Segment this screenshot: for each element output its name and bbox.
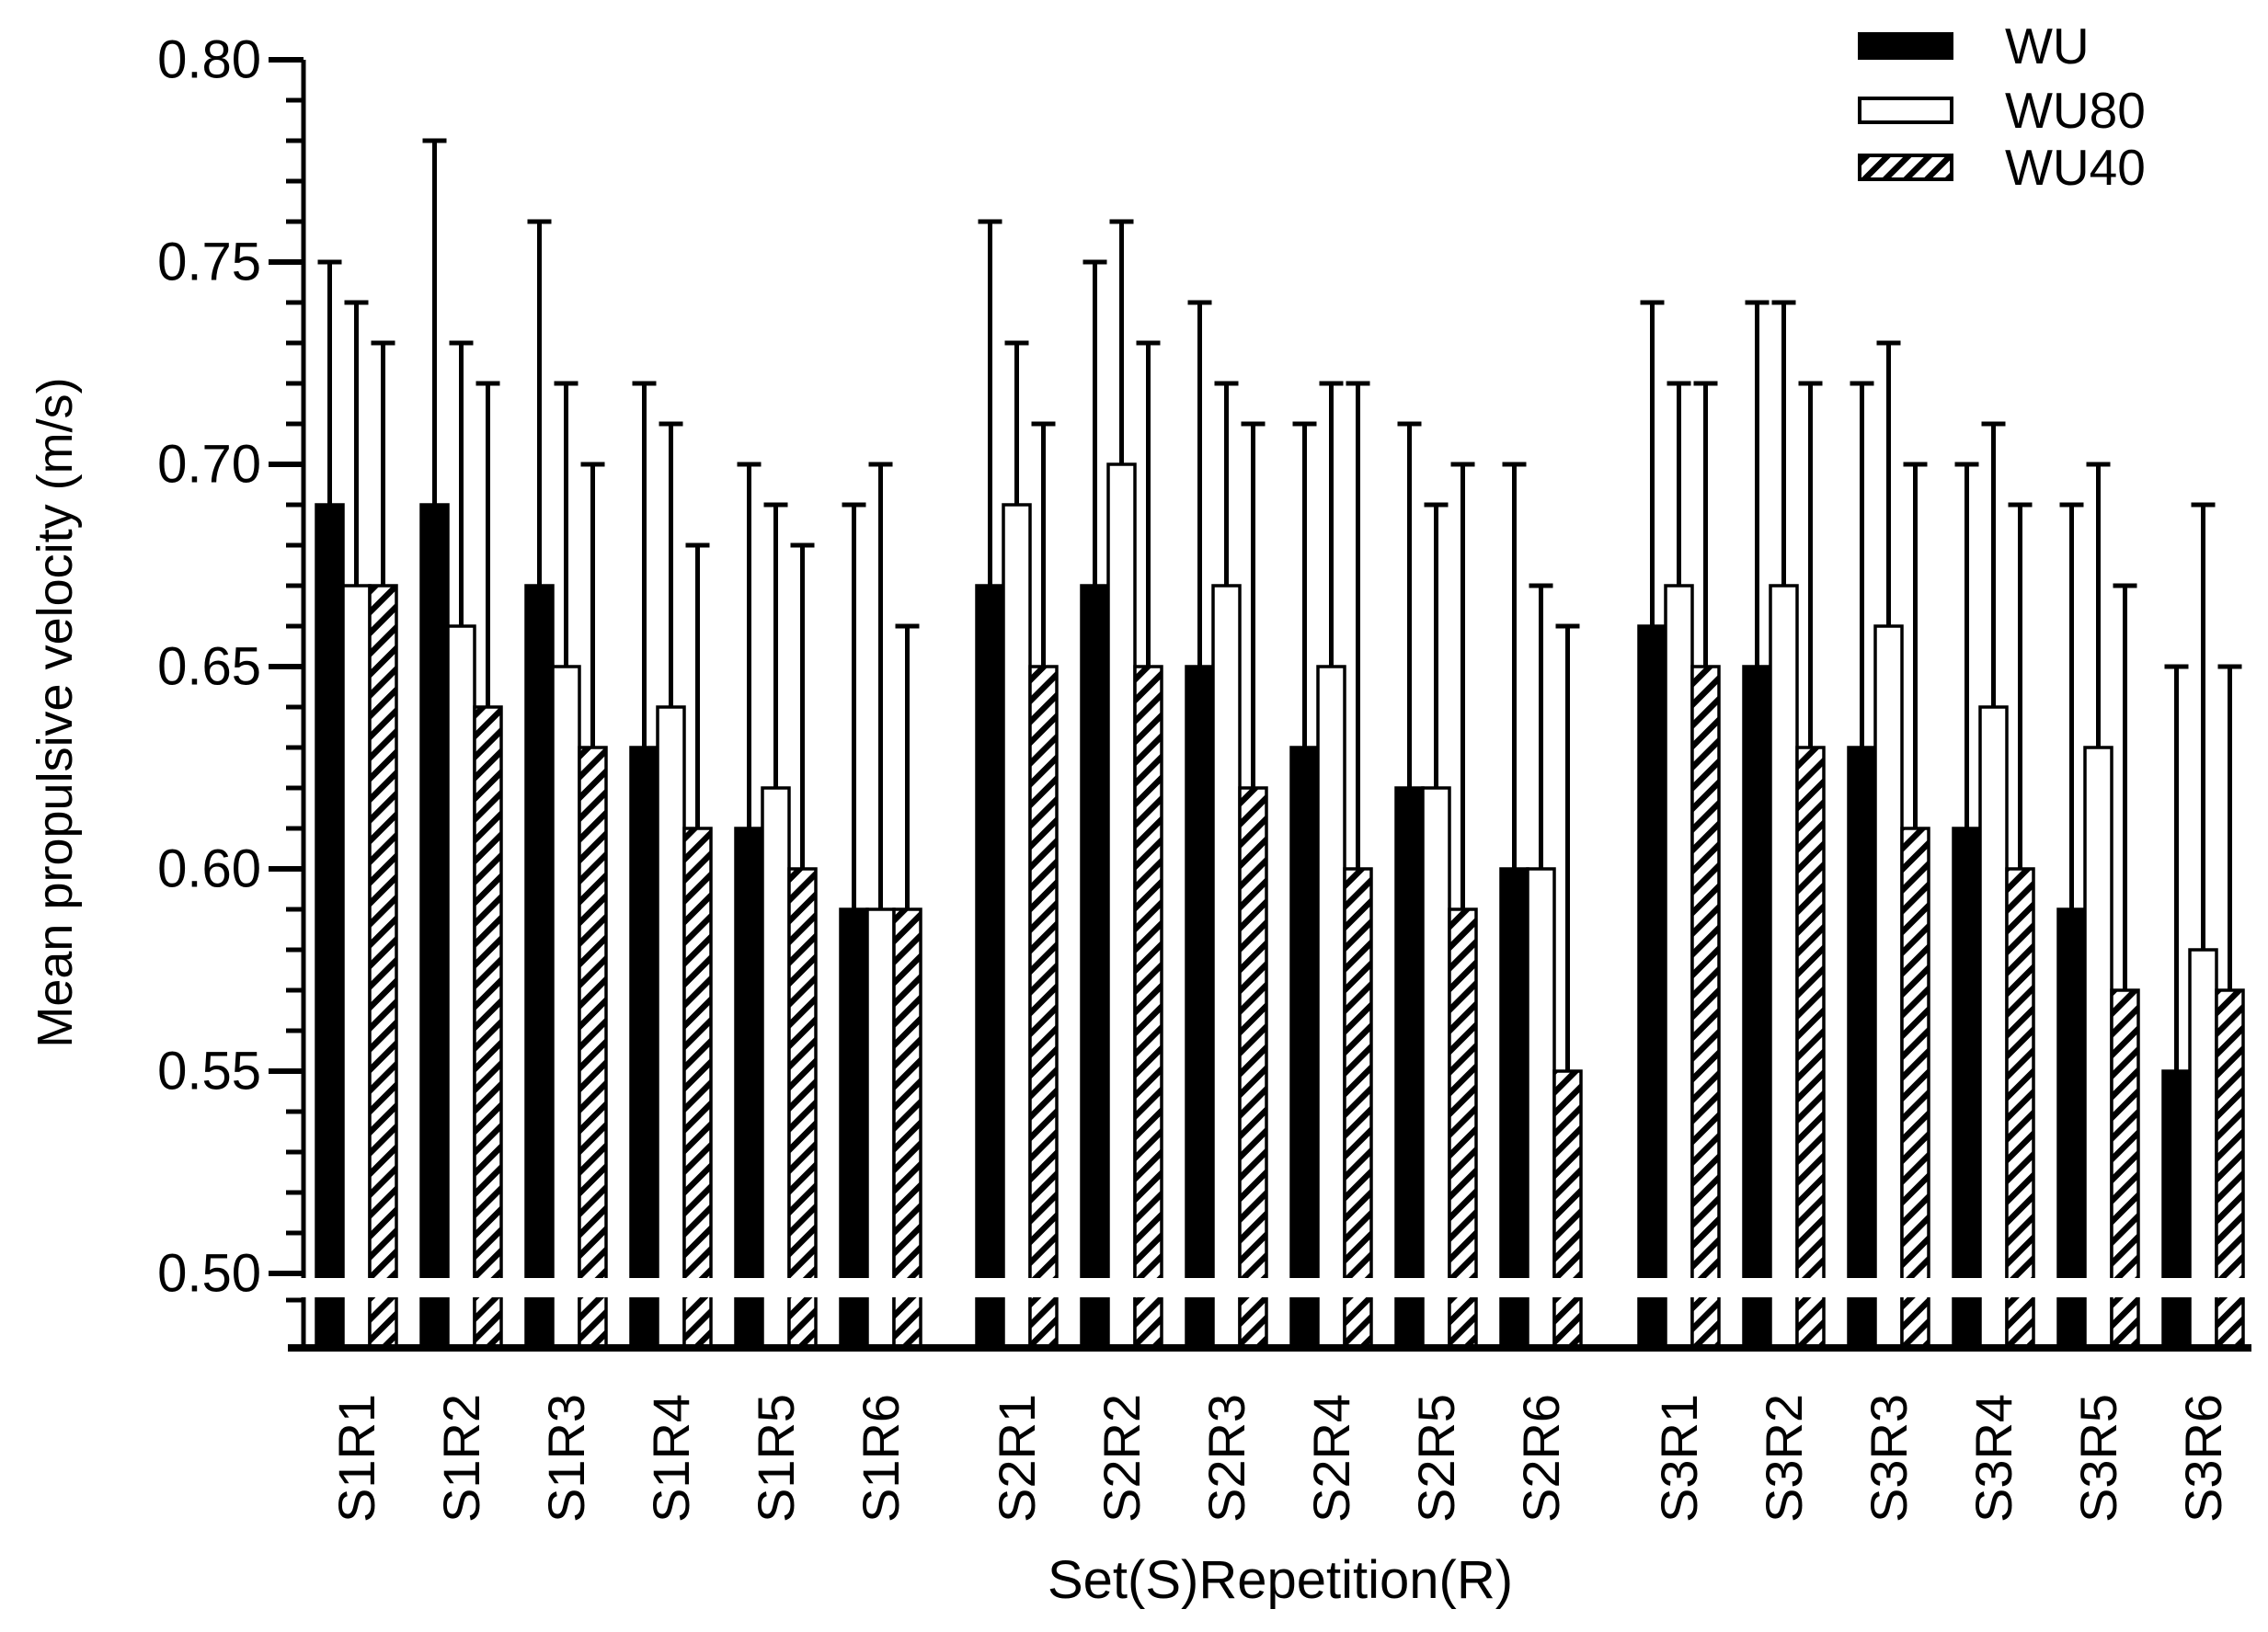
- legend-swatch-wu80: [1858, 97, 1953, 124]
- x-tick-label-s2r2: S2R2: [1093, 1394, 1151, 1523]
- y-tick-label: 0.75: [157, 233, 261, 292]
- bar-wu-s2r3: [1185, 665, 1215, 1350]
- x-tick-label-s2r1: S2R1: [988, 1394, 1046, 1523]
- bar-wu80-s1r4: [656, 705, 686, 1350]
- bar-wu40-s2r6: [1552, 1069, 1583, 1350]
- legend-swatch-wu40: [1858, 154, 1953, 181]
- x-tick-label-s2r3: S2R3: [1197, 1394, 1255, 1523]
- x-tick-label-s3r1: S3R1: [1650, 1394, 1708, 1523]
- x-tick-label-s3r4: S3R4: [1964, 1394, 2022, 1523]
- bar-wu80-s2r1: [1002, 503, 1032, 1350]
- y-tick-label: 0.70: [157, 435, 261, 495]
- legend-label-wu80: WU80: [2005, 82, 2146, 139]
- bar-wu-s1r4: [629, 746, 659, 1350]
- x-tick-label-s3r6: S3R6: [2174, 1394, 2232, 1523]
- bar-wu40-s1r5: [787, 867, 818, 1350]
- bar-wu80-s3r4: [1978, 705, 2009, 1350]
- x-tick-label-s2r6: S2R6: [1512, 1394, 1570, 1523]
- y-axis-title: Mean propulsive velocity (m/s): [28, 377, 83, 1047]
- bar-wu80-s2r2: [1106, 462, 1137, 1350]
- bar-wu-s1r5: [734, 827, 764, 1350]
- bar-wu-s3r3: [1847, 746, 1877, 1350]
- bar-wu40-s2r3: [1238, 786, 1268, 1350]
- bars-layer: [315, 138, 2245, 1350]
- bar-wu-s2r4: [1289, 746, 1320, 1350]
- x-tick-label-s1r3: S1R3: [537, 1394, 595, 1523]
- bar-wu-s3r6: [2161, 1069, 2192, 1350]
- y-tick-label: 0.50: [157, 1244, 261, 1304]
- bar-wu40-s1r4: [682, 827, 713, 1350]
- bar-wu40-s2r4: [1343, 867, 1373, 1350]
- bar-wu40-s3r2: [1795, 746, 1826, 1350]
- bar-wu80-s2r3: [1211, 584, 1242, 1350]
- bar-wu80-s3r1: [1664, 584, 1694, 1350]
- bar-wu80-s2r4: [1316, 665, 1346, 1350]
- x-tick-label-s1r6: S1R6: [852, 1394, 910, 1523]
- y-tick-label: 0.55: [157, 1042, 261, 1101]
- bar-wu40-s2r2: [1133, 665, 1163, 1350]
- legend-label-wu40: WU40: [2005, 139, 2146, 196]
- bar-wu80-s3r5: [2083, 746, 2113, 1350]
- bar-wu-s1r1: [315, 503, 345, 1350]
- x-tick-label-s2r5: S2R5: [1407, 1394, 1465, 1523]
- bar-wu-s3r4: [1952, 827, 1982, 1350]
- bar-wu80-s1r2: [446, 624, 476, 1350]
- y-tick-label: 0.80: [157, 30, 261, 90]
- legend-swatch-wu: [1858, 32, 1953, 60]
- x-tick-label-s1r4: S1R4: [642, 1394, 700, 1523]
- y-tick-label: 0.60: [157, 839, 261, 899]
- bar-wu40-s1r3: [578, 746, 608, 1350]
- bar-wu80-s1r5: [761, 786, 791, 1350]
- x-tick-label-s1r2: S1R2: [432, 1394, 490, 1523]
- bar-wu-s3r2: [1742, 665, 1772, 1350]
- bar-wu-s3r1: [1637, 624, 1667, 1350]
- x-labels-layer: S1R1 S1R2 S1R3 S1R4 S1R5 S1R6 S2R1 S2R2 S2R3 S2R4…: [327, 1394, 2232, 1523]
- bar-wu80-s1r6: [865, 907, 896, 1350]
- bar-wu40-s3r1: [1690, 665, 1721, 1350]
- legend-label-wu: WU: [2005, 17, 2090, 74]
- bar-wu40-s1r1: [368, 584, 398, 1350]
- x-tick-label-s3r5: S3R5: [2069, 1394, 2127, 1523]
- bar-wu40-s3r4: [2005, 867, 2035, 1350]
- bar-wu40-s2r1: [1028, 665, 1059, 1350]
- bar-wu40-s3r3: [1900, 827, 1930, 1350]
- bar-wu80-s2r5: [1421, 786, 1451, 1350]
- x-tick-label-s2r4: S2R4: [1302, 1394, 1360, 1523]
- bar-wu80-s1r1: [341, 584, 372, 1350]
- bar-wu80-s3r3: [1873, 624, 1904, 1350]
- bar-wu-s2r5: [1394, 786, 1425, 1350]
- bar-wu-s2r6: [1499, 867, 1529, 1350]
- bar-wu80-s2r6: [1526, 867, 1556, 1350]
- bar-wu-s2r1: [975, 584, 1005, 1350]
- bar-wu80-s3r2: [1769, 584, 1799, 1350]
- x-tick-label-s3r2: S3R2: [1755, 1394, 1813, 1523]
- axes-layer: 0.50 0.55 0.60 0.65 0.70 0.75 0.80: [157, 30, 2251, 1352]
- x-axis-title: Set(S)Repetition(R): [1048, 1550, 1513, 1610]
- bar-wu80-s1r3: [551, 665, 581, 1350]
- bar-wu-s1r2: [419, 503, 450, 1350]
- y-tick-label: 0.65: [157, 637, 261, 697]
- x-tick-label-s1r1: S1R1: [327, 1394, 385, 1523]
- x-tick-label-s1r5: S1R5: [747, 1394, 805, 1523]
- x-tick-label-s3r3: S3R3: [1860, 1394, 1918, 1523]
- bar-wu-s1r3: [524, 584, 555, 1350]
- bar-wu40-s1r2: [473, 705, 503, 1350]
- y-axis-break-band: [281, 1278, 2253, 1297]
- bar-wu-s2r2: [1080, 584, 1110, 1350]
